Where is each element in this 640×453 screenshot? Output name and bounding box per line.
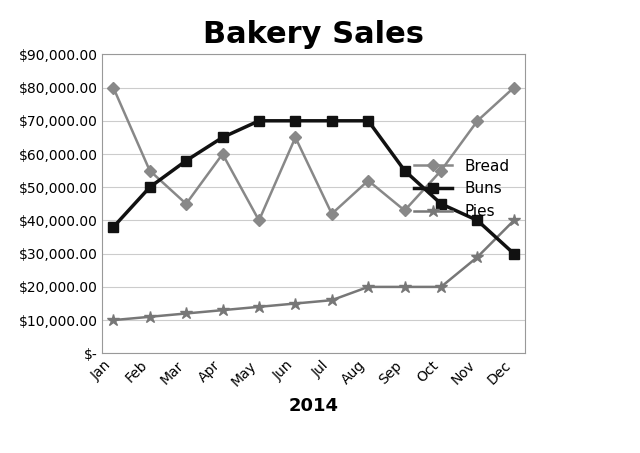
Bread [255, 218, 263, 223]
Bread [109, 85, 117, 90]
Buns [437, 201, 445, 207]
Bread [146, 168, 154, 173]
Pies [255, 304, 263, 309]
Buns [182, 158, 190, 164]
Buns [292, 118, 300, 124]
Bread [364, 178, 372, 183]
Line: Bread: Bread [109, 83, 518, 225]
Bread [328, 211, 335, 217]
Pies [328, 298, 335, 303]
Buns [255, 118, 263, 124]
Buns [510, 251, 518, 256]
X-axis label: 2014: 2014 [289, 397, 339, 415]
Bread [401, 208, 408, 213]
Pies [510, 218, 518, 223]
Line: Buns: Buns [108, 116, 519, 259]
Pies [182, 311, 190, 316]
Bread [510, 85, 518, 90]
Bread [292, 135, 300, 140]
Bread [474, 118, 481, 124]
Pies [109, 318, 117, 323]
Buns [328, 118, 335, 124]
Buns [364, 118, 372, 124]
Pies [219, 308, 227, 313]
Pies [437, 284, 445, 289]
Buns [474, 218, 481, 223]
Legend: Bread, Buns, Pies: Bread, Buns, Pies [406, 151, 517, 226]
Pies [146, 314, 154, 319]
Title: Bakery Sales: Bakery Sales [203, 20, 424, 49]
Pies [474, 254, 481, 260]
Pies [364, 284, 372, 289]
Pies [401, 284, 408, 289]
Buns [401, 168, 408, 173]
Bread [219, 151, 227, 157]
Buns [146, 184, 154, 190]
Buns [109, 224, 117, 230]
Pies [292, 301, 300, 306]
Bread [182, 201, 190, 207]
Bread [437, 168, 445, 173]
Buns [219, 135, 227, 140]
Line: Pies: Pies [107, 214, 520, 326]
